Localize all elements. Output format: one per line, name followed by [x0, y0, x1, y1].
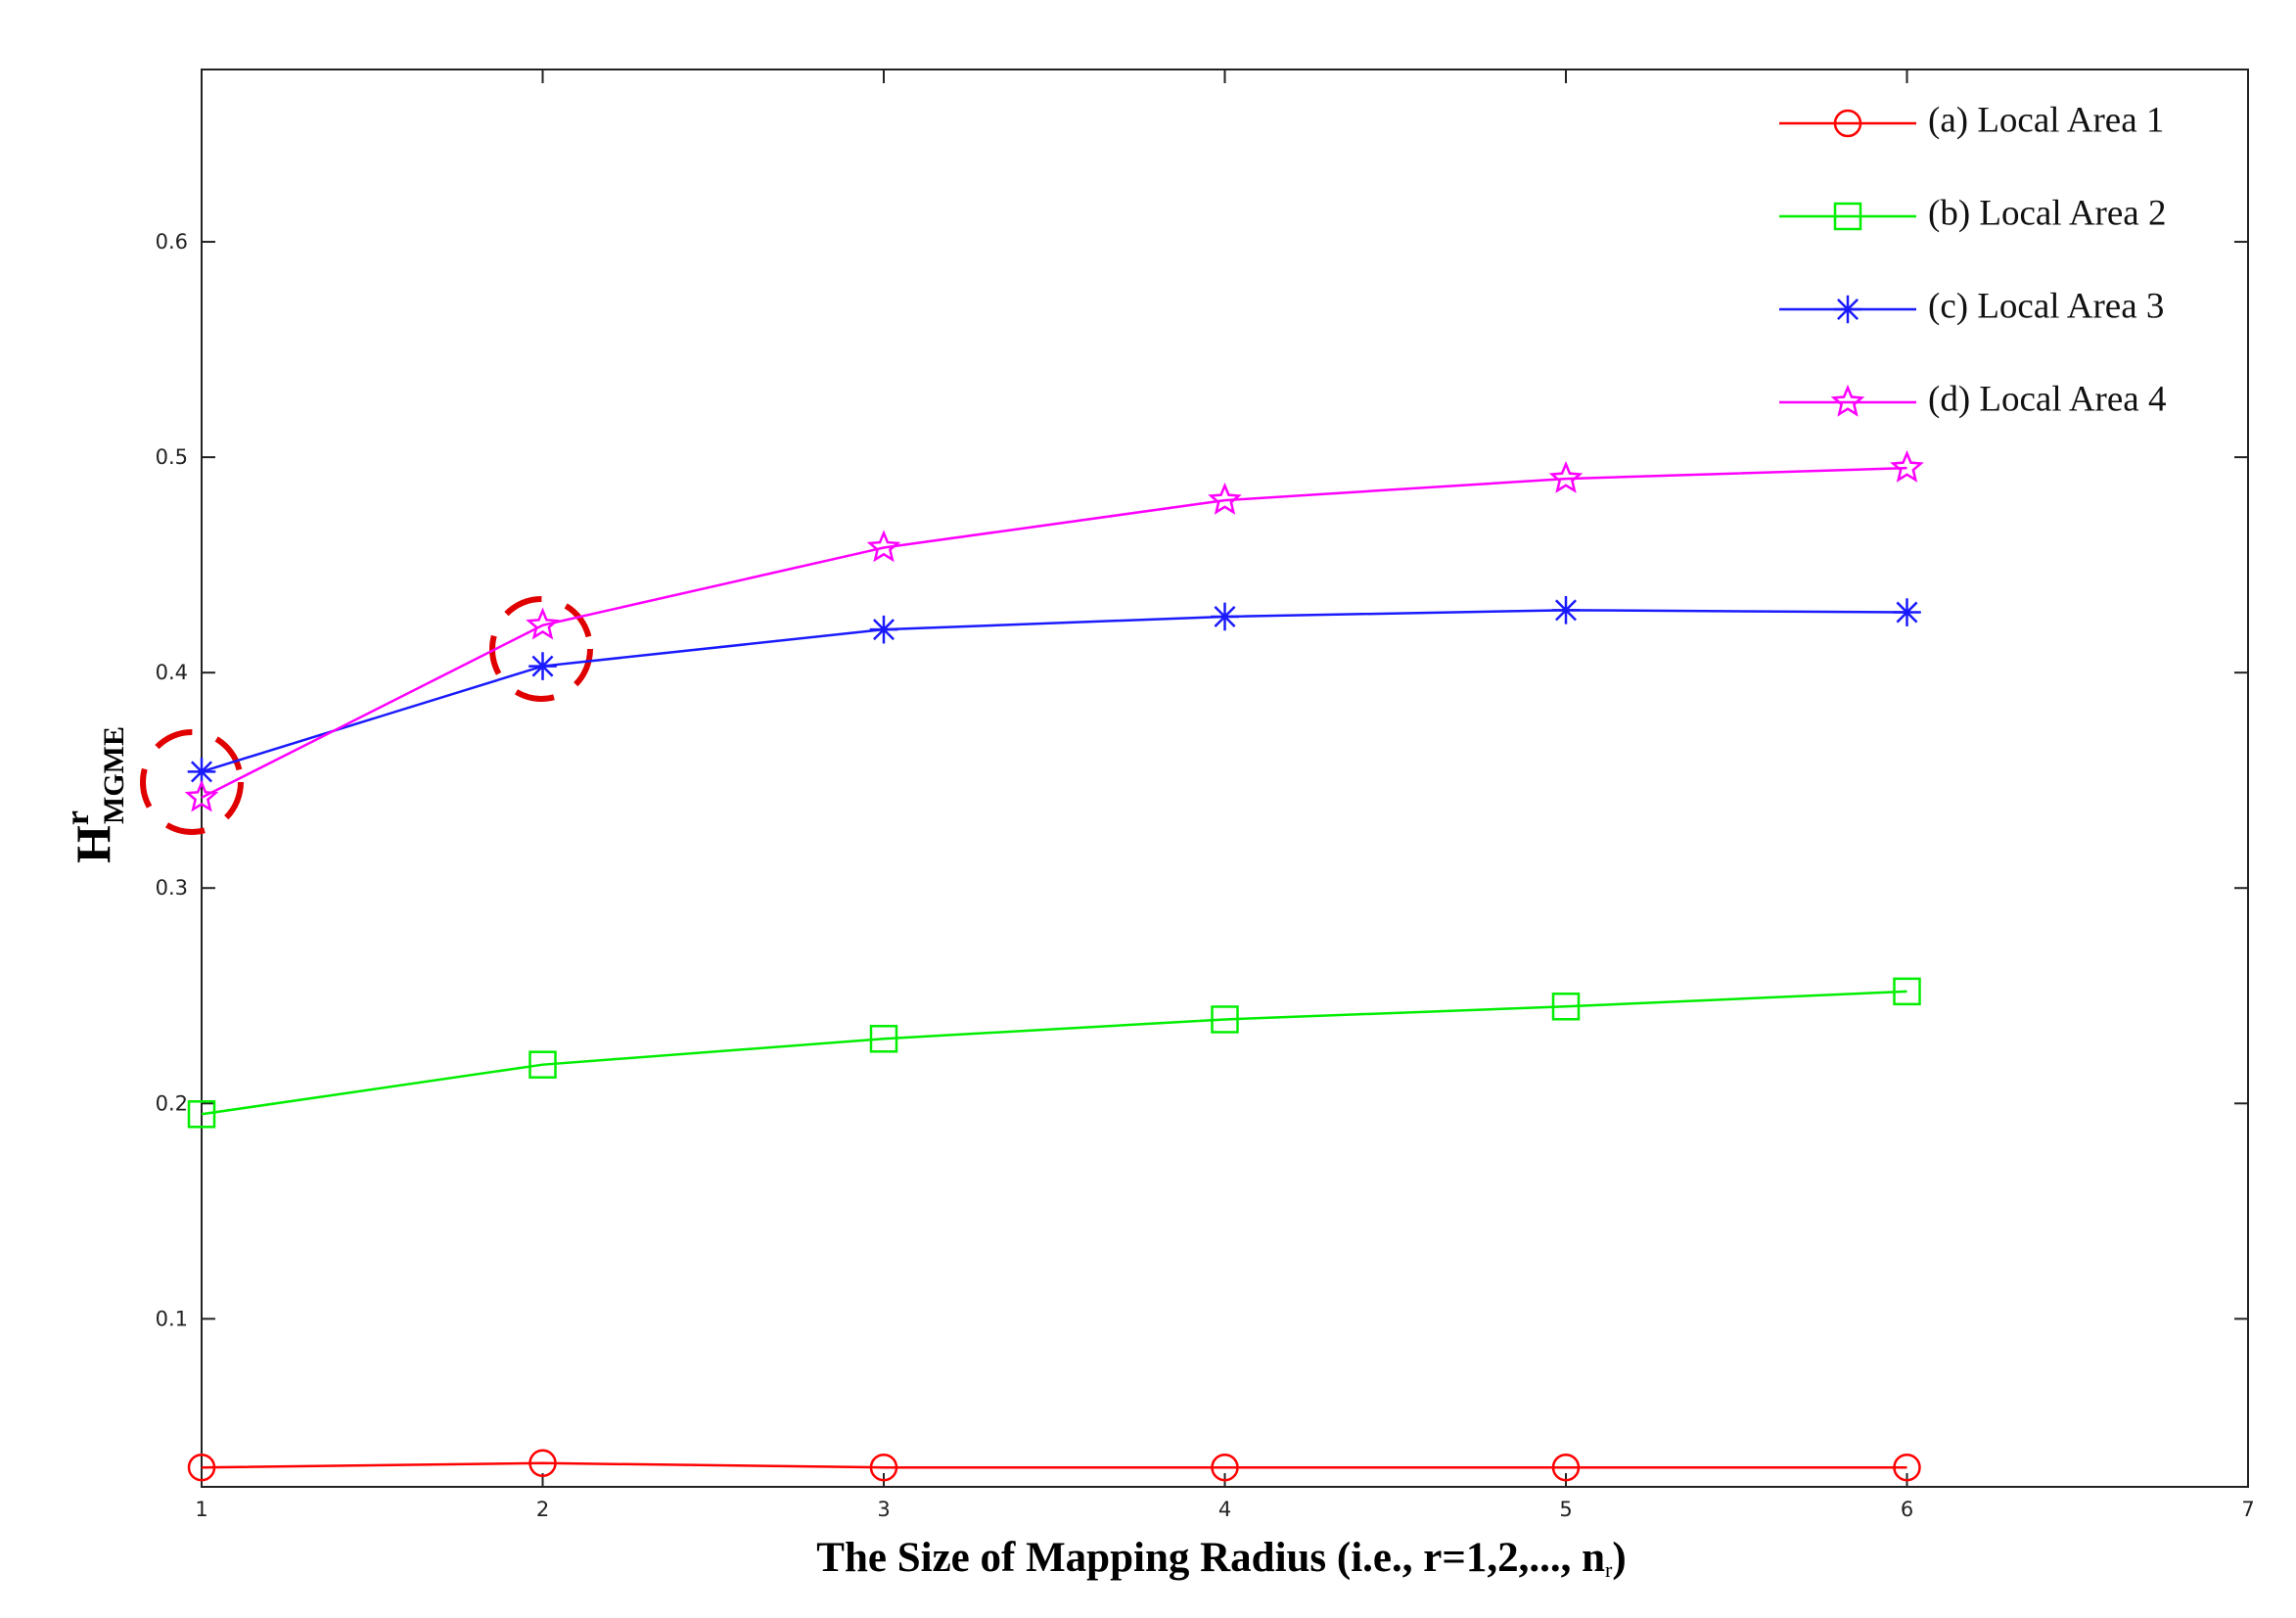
- marker: [869, 615, 898, 644]
- y-tick-label: 0.2: [156, 1091, 188, 1115]
- x-tick-label: 6: [1901, 1498, 1913, 1521]
- y-label-sup: r: [60, 810, 96, 825]
- x-tick-label: 2: [536, 1498, 549, 1521]
- marker: [1548, 460, 1584, 493]
- series-line: [201, 609, 1907, 773]
- x-tick-label: 3: [877, 1498, 890, 1521]
- highlight-circle: [489, 596, 593, 702]
- x-axis-label: The Size of Mapping Radius (i.e., r=1,2,…: [816, 1535, 1626, 1582]
- legend-marker: [1830, 384, 1865, 417]
- legend-label: (b) Local Area 2: [1928, 193, 2166, 233]
- legend-marker: [1833, 295, 1862, 324]
- y-tick-label: 0.3: [156, 876, 188, 900]
- y-tick-label: 0.4: [156, 661, 188, 684]
- marker: [1551, 993, 1581, 1021]
- y-tick-label: 0.1: [156, 1307, 188, 1330]
- x-tick-label: 5: [1559, 1498, 1572, 1521]
- y-tick-label: 0.5: [156, 445, 188, 469]
- marker: [187, 1453, 216, 1482]
- series-line: [201, 466, 1907, 799]
- marker: [1211, 1005, 1239, 1034]
- marker: [187, 758, 216, 786]
- y-axis-label: HrMGME: [60, 726, 130, 863]
- marker: [526, 607, 560, 640]
- x-label-end: ): [1612, 1535, 1626, 1581]
- marker: [187, 1100, 216, 1129]
- x-tick-label: 7: [2241, 1498, 2254, 1521]
- marker: [869, 1025, 898, 1053]
- x-tick-label: 1: [195, 1498, 207, 1521]
- y-label-main: H: [66, 825, 120, 863]
- marker: [1211, 602, 1239, 631]
- legend-label: (c) Local Area 3: [1928, 286, 2164, 326]
- x-label-sub: r: [1605, 1557, 1613, 1582]
- y-label-sub: MGME: [98, 726, 130, 824]
- marker: [528, 1449, 557, 1478]
- x-label-text: The Size of Mapping Radius (i.e., r=1,2,…: [816, 1535, 1605, 1581]
- legend-marker: [1833, 109, 1862, 138]
- marker: [1893, 1453, 1921, 1482]
- marker: [1890, 449, 1924, 483]
- plot-frame: [201, 69, 2249, 1488]
- marker: [1893, 598, 1921, 626]
- x-tick-label: 4: [1218, 1498, 1231, 1521]
- marker: [1893, 977, 1921, 1006]
- marker: [866, 530, 901, 563]
- highlight-circle: [140, 729, 244, 835]
- marker: [184, 779, 219, 812]
- marker: [1208, 482, 1242, 515]
- marker: [1551, 1453, 1581, 1482]
- marker: [1551, 596, 1581, 624]
- marker: [528, 1050, 557, 1079]
- marker: [869, 1453, 898, 1482]
- marker: [1211, 1453, 1239, 1482]
- marker: [528, 652, 557, 680]
- series-line: [201, 990, 1907, 1116]
- y-tick-label: 0.6: [156, 230, 188, 254]
- legend-label: (d) Local Area 4: [1928, 379, 2166, 419]
- series-line: [201, 1461, 1907, 1469]
- legend-marker: [1833, 202, 1862, 231]
- legend-label: (a) Local Area 1: [1928, 100, 2164, 140]
